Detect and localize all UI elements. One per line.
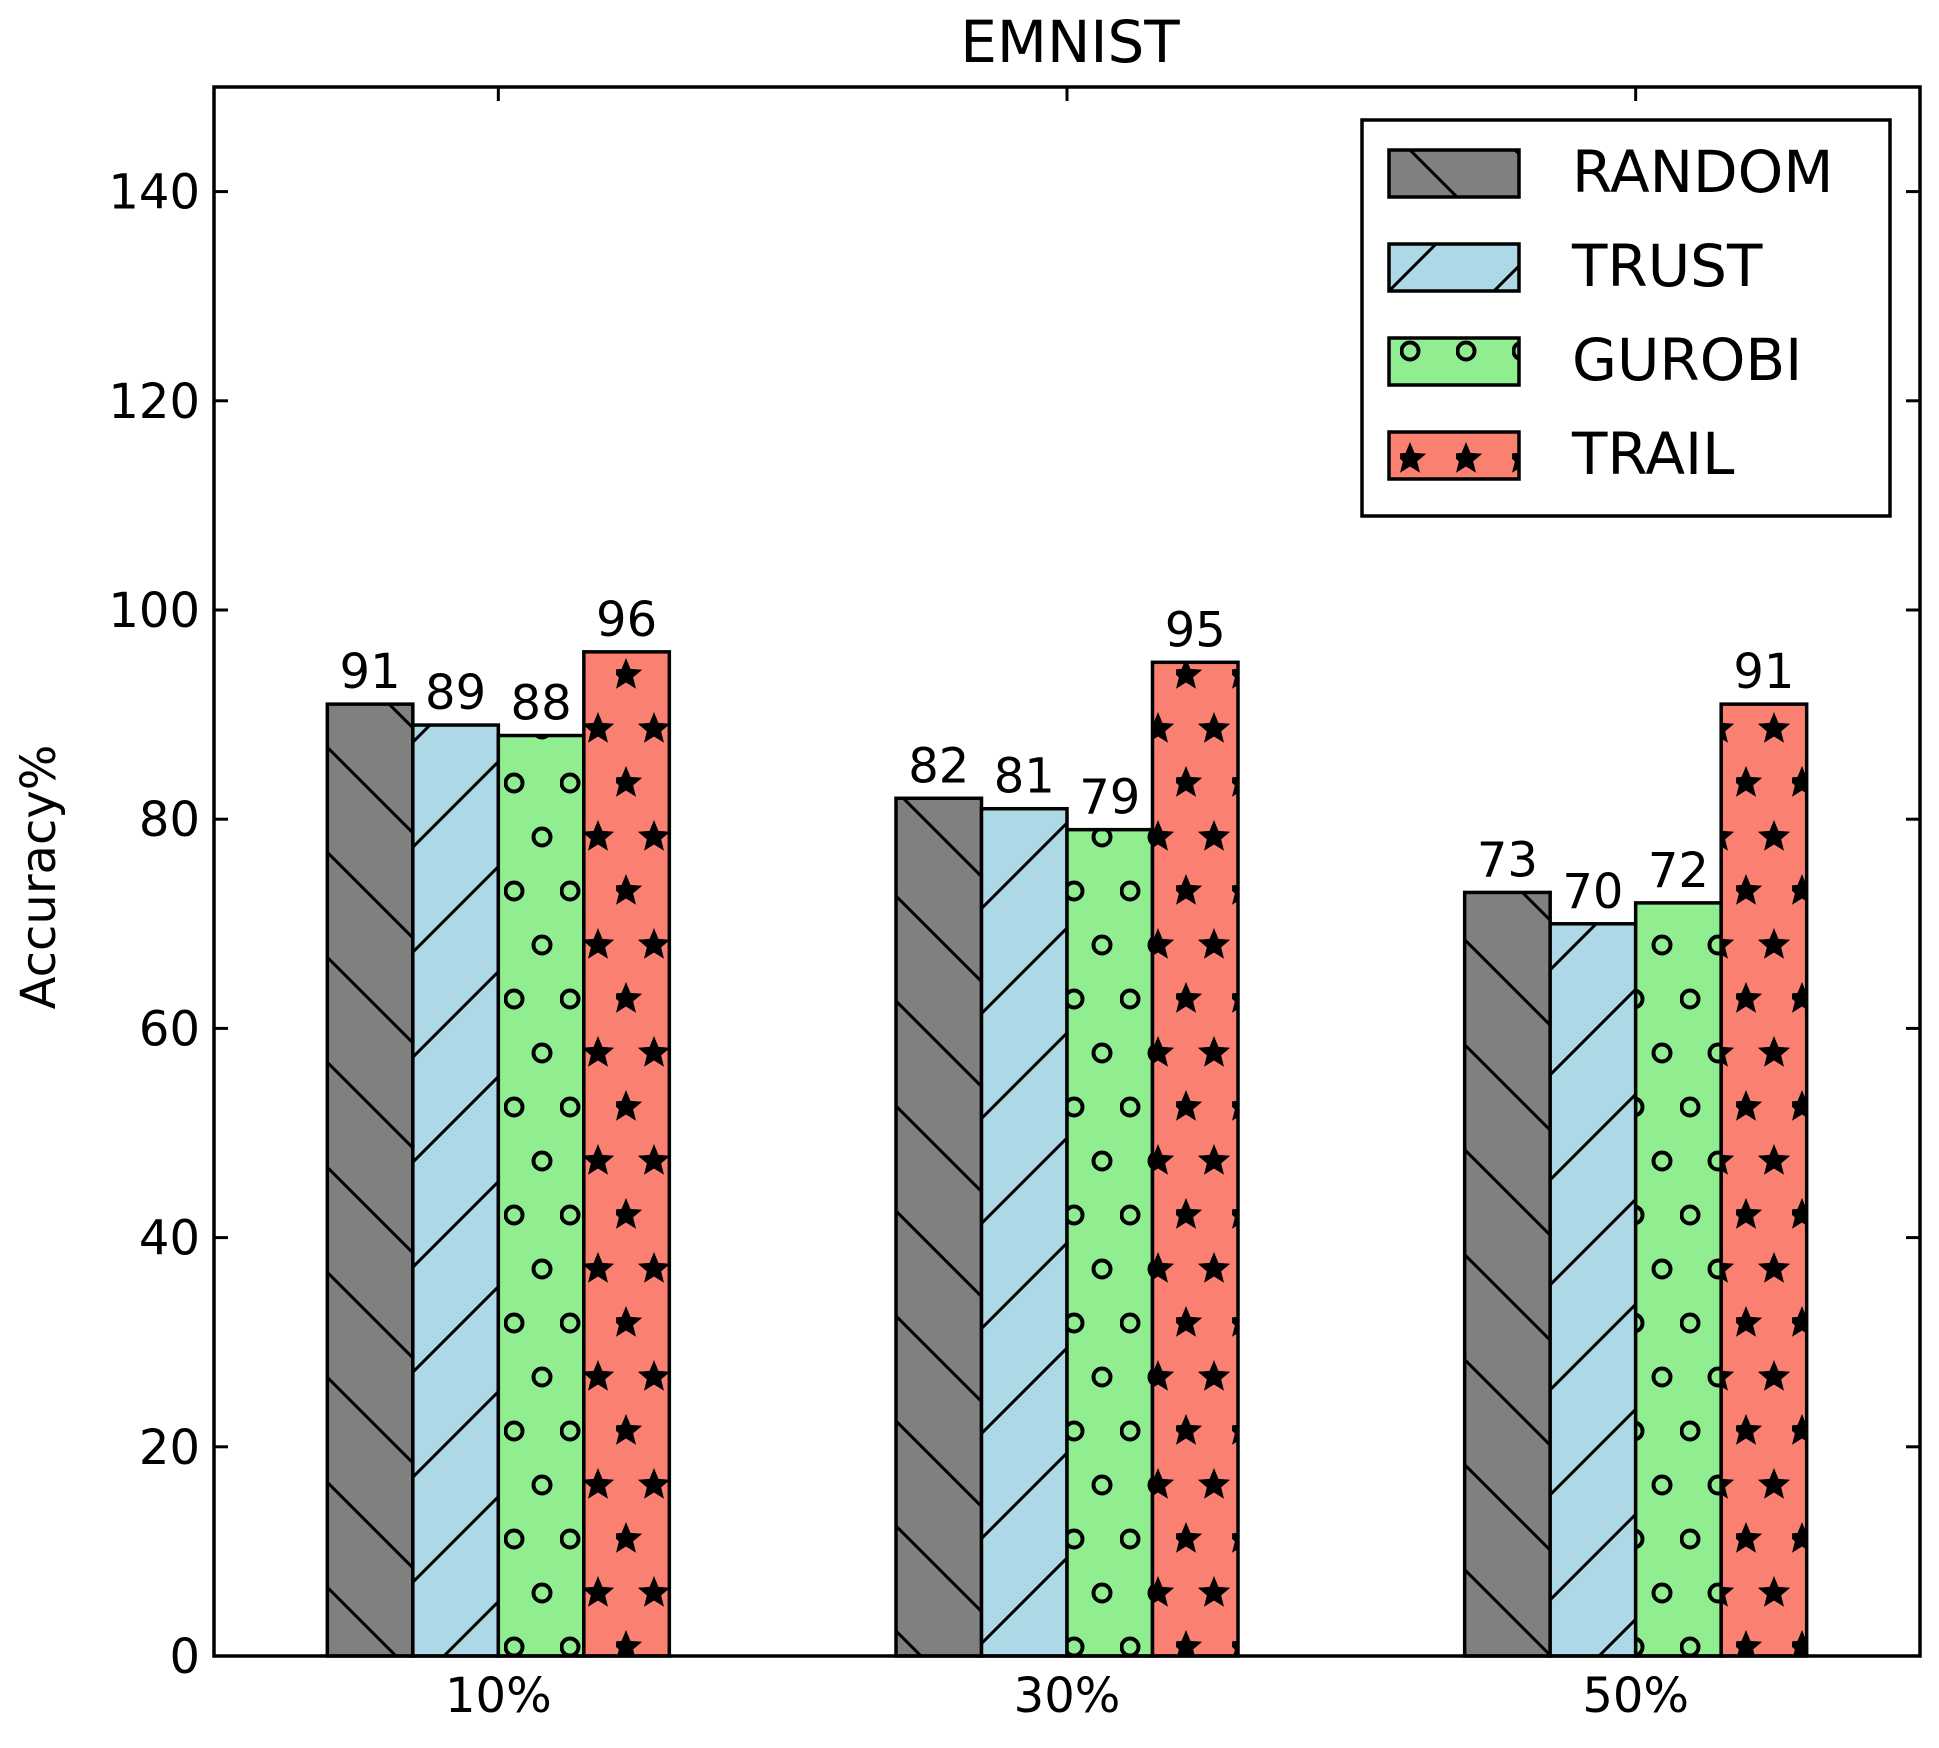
data-label-random-50: 73	[1477, 832, 1538, 888]
bar-trail-30	[1150, 660, 1240, 1658]
x-tick-label-30: 30%	[1014, 1668, 1121, 1724]
bar-trust-50	[1548, 922, 1638, 1658]
data-label-gurobi-50: 72	[1648, 843, 1709, 899]
y-tick-label-140: 140	[108, 165, 200, 221]
x-tick-label-50: 50%	[1582, 1668, 1689, 1724]
labels-layer: 91 89 88 96 82 81 79 95 73 70 72 91	[340, 592, 1795, 920]
bar-gurobi-50	[1633, 901, 1723, 1658]
bar-trail-10	[582, 650, 672, 1658]
data-label-trust-50: 70	[1562, 864, 1623, 920]
legend-swatch-trail	[1387, 430, 1521, 481]
bar-trust-30	[979, 806, 1069, 1658]
y-tick-label-40: 40	[139, 1211, 200, 1267]
data-label-gurobi-10: 88	[511, 676, 572, 732]
x-tick-label-10: 10%	[445, 1668, 552, 1724]
y-tick-label-0: 0	[169, 1629, 200, 1685]
y-tick-label-120: 120	[108, 374, 200, 430]
bar-random-10	[325, 702, 415, 1658]
data-label-trail-10: 96	[596, 592, 657, 648]
legend: RANDOM TRUST GUROBI TRAIL	[1360, 118, 1892, 518]
bars-layer	[325, 650, 1809, 1658]
data-label-gurobi-30: 79	[1079, 770, 1140, 826]
bar-gurobi-10	[496, 733, 586, 1658]
legend-swatch-trust	[1387, 242, 1521, 293]
bar-trail-50	[1719, 702, 1809, 1658]
y-tick-label-20: 20	[139, 1420, 200, 1476]
axes-layer: 0 20 40 60 80 100 120 140 10% 30% 50%	[108, 85, 1922, 1724]
bar-trust-10	[411, 723, 501, 1658]
data-label-trail-30: 95	[1165, 602, 1226, 658]
y-tick-label-80: 80	[139, 792, 200, 848]
bar-gurobi-30	[1065, 827, 1155, 1658]
data-label-trust-10: 89	[425, 665, 486, 721]
y-tick-label-100: 100	[108, 583, 200, 639]
y-tick-label-60: 60	[139, 1001, 200, 1057]
bar-random-50	[1462, 890, 1552, 1658]
data-label-trust-30: 81	[994, 749, 1055, 805]
data-label-random-30: 82	[908, 738, 969, 794]
legend-label-trail: TRAIL	[1571, 420, 1734, 488]
legend-label-trust: TRUST	[1571, 232, 1763, 300]
data-label-random-10: 91	[340, 644, 401, 700]
bar-random-30	[894, 796, 984, 1658]
legend-label-gurobi: GUROBI	[1572, 326, 1802, 394]
y-axis-label: Accuracy%	[11, 745, 67, 1010]
chart-title: EMNIST	[960, 8, 1180, 76]
legend-swatch-gurobi	[1387, 336, 1521, 387]
legend-label-random: RANDOM	[1572, 138, 1833, 206]
legend-swatch-random	[1387, 148, 1521, 199]
data-label-trail-50: 91	[1733, 644, 1794, 700]
